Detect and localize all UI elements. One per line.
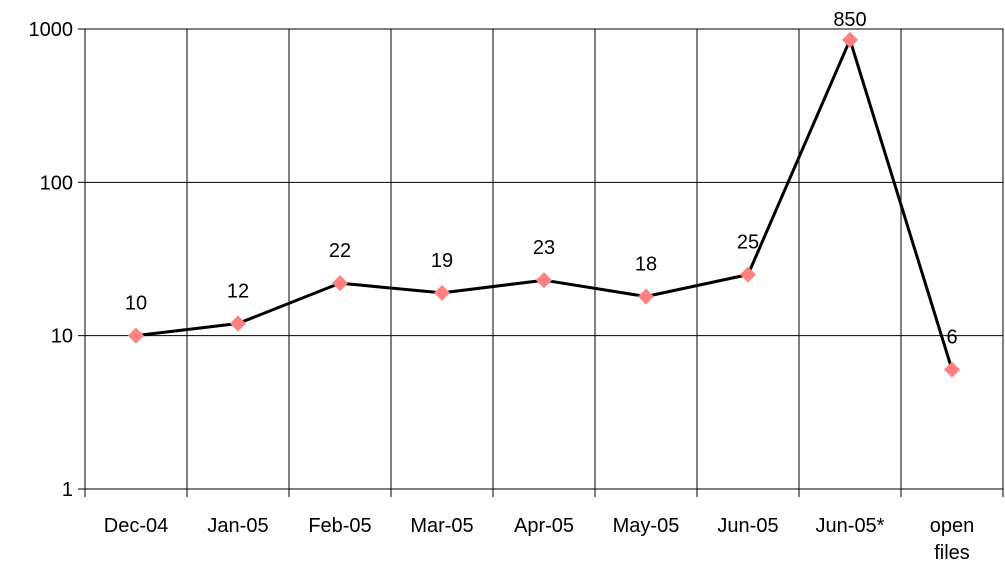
data-label: 10 bbox=[125, 293, 147, 315]
marker bbox=[740, 266, 756, 283]
marker bbox=[128, 327, 144, 344]
marker bbox=[230, 315, 246, 332]
marker bbox=[944, 361, 960, 378]
marker bbox=[332, 275, 348, 292]
data-label: 23 bbox=[533, 237, 555, 259]
marker bbox=[434, 284, 450, 301]
y-tick-label: 1000 bbox=[29, 19, 74, 41]
x-tick-label: Feb-05 bbox=[308, 515, 371, 537]
marker bbox=[536, 272, 552, 289]
data-label: 12 bbox=[227, 281, 249, 303]
line bbox=[135, 38, 954, 371]
x-tick-label: Jan-05 bbox=[207, 515, 268, 537]
y-tick-label: 10 bbox=[51, 326, 73, 348]
x-tick-label: Jun-05 bbox=[717, 515, 778, 537]
y-tick-label: 1 bbox=[62, 479, 73, 501]
data-label: 25 bbox=[737, 232, 759, 254]
data-label: 22 bbox=[329, 240, 351, 262]
x-tick-label: open files bbox=[930, 515, 975, 564]
x-tick-label: Dec-04 bbox=[104, 515, 168, 537]
marker bbox=[842, 31, 858, 48]
data-label: 6 bbox=[946, 327, 957, 349]
x-tick-label: May-05 bbox=[613, 515, 680, 537]
x-tick-label: Apr-05 bbox=[514, 515, 574, 537]
y-tick-label: 100 bbox=[40, 172, 73, 194]
x-tick-label: Mar-05 bbox=[410, 515, 473, 537]
plot-border bbox=[84, 28, 1004, 490]
data-label: 18 bbox=[635, 254, 657, 276]
marker bbox=[638, 288, 654, 305]
x-tick-label: Jun-05* bbox=[816, 515, 885, 537]
data-label: 850 bbox=[833, 9, 866, 31]
data-label: 19 bbox=[431, 250, 453, 272]
